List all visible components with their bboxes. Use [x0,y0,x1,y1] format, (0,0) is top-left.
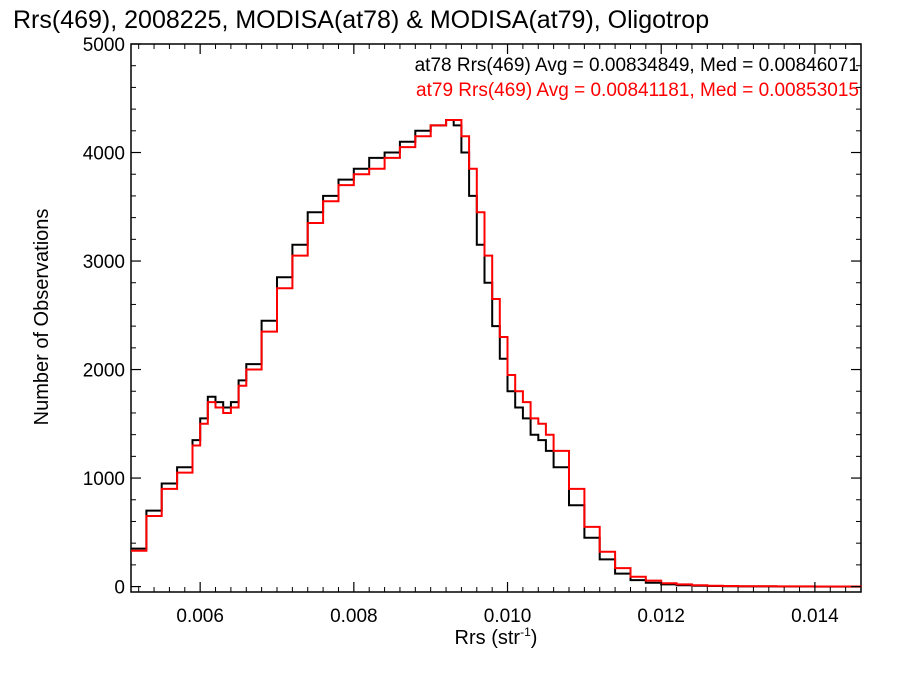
plot-frame [130,43,862,593]
x-axis-label-superscript: -1 [520,625,531,639]
series-layer [131,119,862,588]
y-tick-label: 0 [114,578,125,599]
y-tick-label: 5000 [83,35,125,56]
y-axis-label: Number of Observations [31,209,53,426]
x-tick-label: 0.014 [791,606,839,627]
x-tick-label: 0.008 [330,606,378,627]
y-tick-label: 1000 [83,469,125,490]
series-line-at79 [131,119,862,588]
y-tick-label: 4000 [83,144,125,165]
legend-entry-at79: at79 Rrs(469) Avg = 0.00841181, Med = 0.… [416,80,859,101]
tick-layer: 0.006 0.008 0.010 0.012 0.014 0 1000 2000 3000 40… [83,35,861,627]
x-tick-label: 0.006 [176,606,224,627]
chart-title: Rrs(469), 2008225, MODISA(at78) & MODISA… [13,6,709,34]
legend-entry-at78: at78 Rrs(469) Avg = 0.00834849, Med = 0.… [415,55,859,76]
y-tick-label: 3000 [83,252,125,273]
x-axis-label: Rrs (str-1) [455,625,538,649]
x-axis-label-close: ) [531,627,538,649]
series-line-at78 [131,119,861,588]
x-tick-label: 0.010 [484,606,532,627]
y-tick-label: 2000 [83,361,125,382]
x-tick-label: 0.012 [637,606,685,627]
x-axis-label-main: Rrs (str [455,627,521,649]
